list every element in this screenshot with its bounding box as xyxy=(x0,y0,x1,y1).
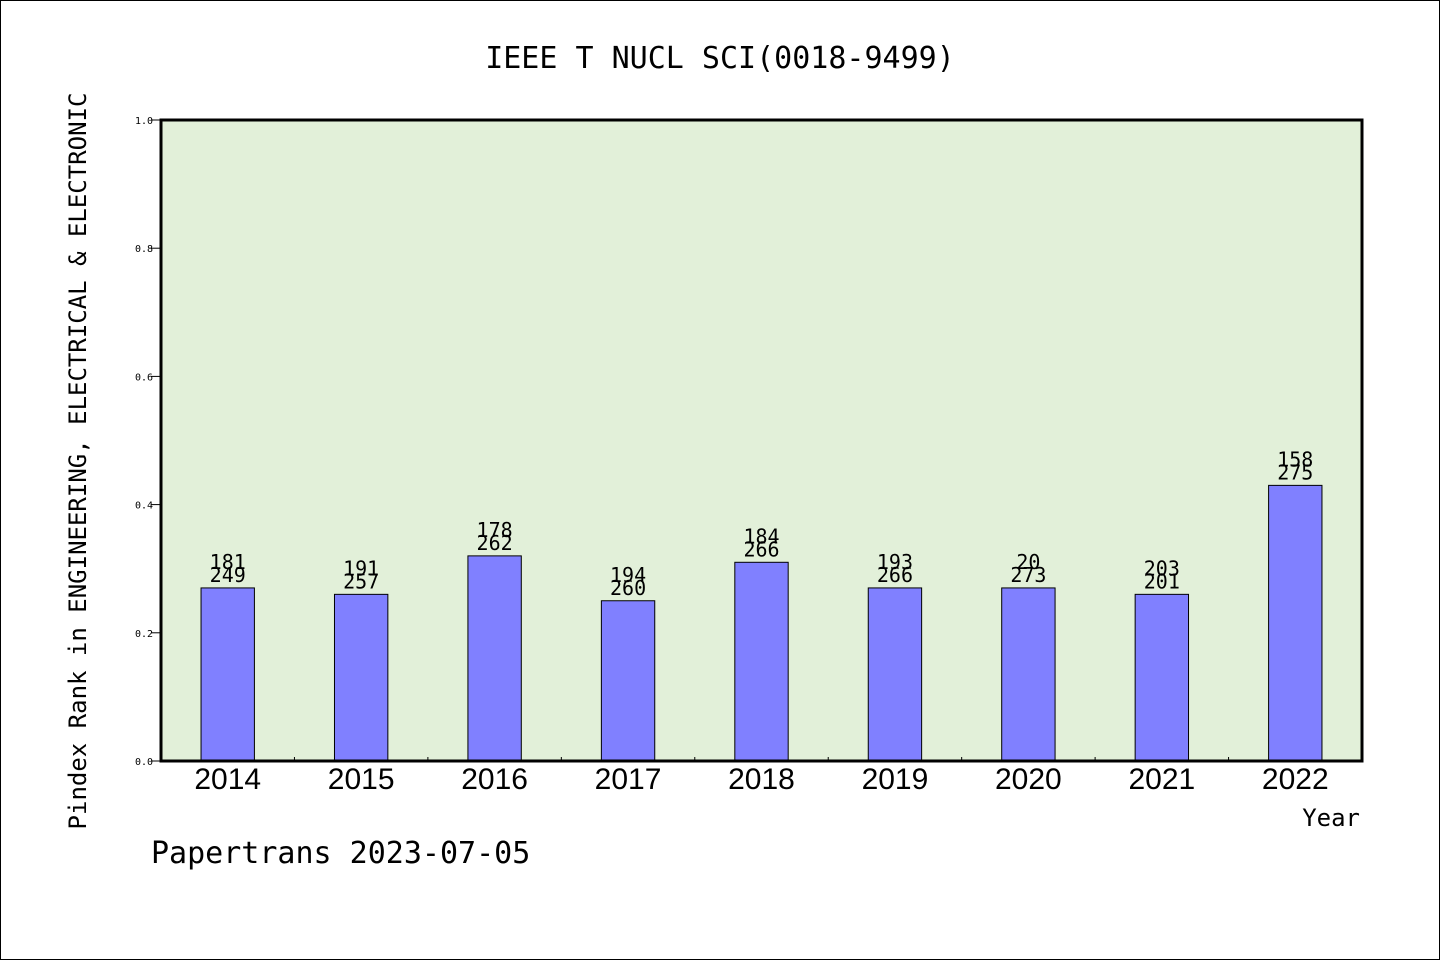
y-tick-label: 0.6 xyxy=(135,372,153,383)
x-axis: 2014 2015 2016 2017 2018 2019 2020 2021 2022 xyxy=(194,757,1329,796)
bar-rank-label: 20 xyxy=(1016,550,1040,574)
x-tick-label: 2014 xyxy=(194,763,261,796)
bar xyxy=(867,587,923,762)
x-tick-label: 2015 xyxy=(328,763,395,796)
bar-total-label: 201 xyxy=(1144,569,1180,593)
x-tick-label: 2018 xyxy=(728,763,795,796)
x-tick-label: 2020 xyxy=(995,763,1062,796)
bar xyxy=(1001,587,1056,762)
bar-total-label: 260 xyxy=(610,576,646,600)
bar-total-label: 273 xyxy=(1010,563,1046,587)
bar-rank-label: 203 xyxy=(1144,556,1180,580)
bar-rank-label: 158 xyxy=(1277,447,1313,471)
bar-total-label: 266 xyxy=(877,563,913,587)
bar-total-label: 249 xyxy=(210,563,246,587)
bar-rank-label: 181 xyxy=(210,550,246,574)
bar xyxy=(734,561,789,762)
x-tick-label: 2016 xyxy=(461,763,528,796)
chart-title: IEEE T NUCL SCI(0018-9499) xyxy=(485,41,955,76)
bar xyxy=(1134,593,1190,762)
x-tick-label: 2019 xyxy=(862,763,929,796)
bar-total-label: 266 xyxy=(743,537,779,561)
bar-rank-label: 191 xyxy=(343,556,379,580)
bar-rank-label: 184 xyxy=(743,524,779,548)
footer-credit: Papertrans 2023-07-05 xyxy=(151,836,530,871)
x-tick-label: 2021 xyxy=(1128,763,1195,796)
x-axis-label: Year xyxy=(1302,804,1360,832)
bar-total-label: 275 xyxy=(1277,460,1313,484)
bar-total-label: 257 xyxy=(343,569,379,593)
x-tick-label: 2022 xyxy=(1262,763,1329,796)
y-tick-label: 0.4 xyxy=(135,501,153,512)
y-tick-label: 0.2 xyxy=(135,629,153,640)
y-axis-label: Pindex Rank in ENGINEERING, ELECTRICAL &… xyxy=(64,93,92,830)
bar xyxy=(600,600,656,762)
bar-rank-label: 178 xyxy=(477,518,513,542)
bar-total-label: 262 xyxy=(477,531,513,555)
y-tick-label: 0.0 xyxy=(135,757,153,768)
plot-frame xyxy=(159,118,1364,763)
bar-series xyxy=(200,484,1323,762)
bar-rank-label: 194 xyxy=(610,563,646,587)
y-tick-label: 1.0 xyxy=(135,116,153,127)
y-axis: 0.0 0.2 0.4 0.6 0.8 1.0 xyxy=(135,116,161,768)
bar xyxy=(333,593,389,762)
bar xyxy=(200,587,255,762)
y-tick-label: 0.8 xyxy=(135,244,153,255)
x-tick-label: 2017 xyxy=(595,763,662,796)
bar xyxy=(1268,484,1323,762)
bar-rank-label: 193 xyxy=(877,550,913,574)
bar xyxy=(467,555,522,762)
